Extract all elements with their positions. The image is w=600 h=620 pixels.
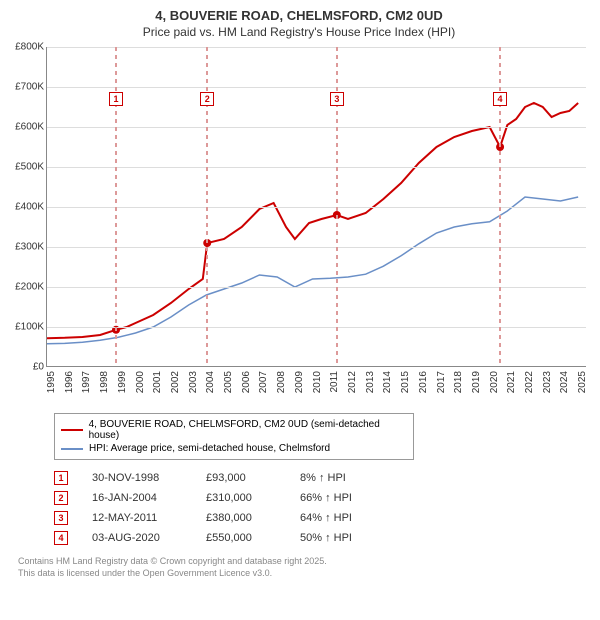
sales-row-pct: 66% ↑ HPI — [300, 492, 380, 504]
x-tick-label: 1999 — [117, 371, 128, 393]
sales-row-marker: 1 — [54, 471, 68, 485]
sales-row-price: £380,000 — [206, 512, 276, 524]
sales-row-date: 30-NOV-1998 — [92, 472, 182, 484]
gridline — [47, 167, 586, 168]
sales-row-marker: 2 — [54, 491, 68, 505]
sales-row-price: £93,000 — [206, 472, 276, 484]
x-tick-label: 2020 — [489, 371, 500, 393]
legend: 4, BOUVERIE ROAD, CHELMSFORD, CM2 0UD (s… — [54, 413, 414, 460]
legend-label: 4, BOUVERIE ROAD, CHELMSFORD, CM2 0UD (s… — [89, 419, 407, 441]
gridline — [47, 127, 586, 128]
x-tick-label: 2021 — [506, 371, 517, 393]
x-tick-label: 2024 — [559, 371, 570, 393]
y-tick-label: £700K — [15, 82, 44, 93]
sales-row: 2 16-JAN-2004 £310,000 66% ↑ HPI — [54, 488, 590, 508]
plot-area: £0£100K£200K£300K£400K£500K£600K£700K£80… — [8, 47, 588, 407]
y-tick-label: £300K — [15, 242, 44, 253]
x-tick-label: 1997 — [81, 371, 92, 393]
footer: Contains HM Land Registry data © Crown c… — [18, 556, 590, 579]
title-address: 4, BOUVERIE ROAD, CHELMSFORD, CM2 0UD — [8, 8, 590, 23]
sales-row-price: £550,000 — [206, 532, 276, 544]
footer-line1: Contains HM Land Registry data © Crown c… — [18, 556, 590, 568]
x-tick-label: 2002 — [170, 371, 181, 393]
sales-row: 3 12-MAY-2011 £380,000 64% ↑ HPI — [54, 508, 590, 528]
x-tick-label: 2019 — [471, 371, 482, 393]
x-tick-label: 2004 — [205, 371, 216, 393]
x-tick-label: 2023 — [542, 371, 553, 393]
title-subtitle: Price paid vs. HM Land Registry's House … — [8, 25, 590, 39]
x-axis: 1995 1996 1997 1998 1999 2000 2001 2002 2003 2004… — [46, 367, 586, 407]
sales-row-date: 16-JAN-2004 — [92, 492, 182, 504]
sale-marker-box: 4 — [493, 92, 507, 106]
gridline — [47, 287, 586, 288]
x-tick-label: 1996 — [64, 371, 75, 393]
y-tick-label: £600K — [15, 122, 44, 133]
x-tick-label: 2011 — [329, 371, 340, 393]
sale-marker-box: 2 — [200, 92, 214, 106]
sales-table: 1 30-NOV-1998 £93,000 8% ↑ HPI 2 16-JAN-2004 £… — [54, 468, 590, 548]
legend-row: 4, BOUVERIE ROAD, CHELMSFORD, CM2 0UD (s… — [61, 418, 407, 442]
x-tick-label: 2000 — [135, 371, 146, 393]
x-tick-label: 2013 — [365, 371, 376, 393]
x-tick-label: 2022 — [524, 371, 535, 393]
y-tick-label: £200K — [15, 282, 44, 293]
legend-swatch — [61, 448, 83, 450]
y-tick-label: £0 — [33, 362, 44, 373]
sale-marker-box: 1 — [109, 92, 123, 106]
y-tick-label: £100K — [15, 322, 44, 333]
gridline — [47, 247, 586, 248]
x-tick-label: 1995 — [46, 371, 57, 393]
footer-line2: This data is licensed under the Open Gov… — [18, 568, 590, 580]
gridline — [47, 327, 586, 328]
y-tick-label: £800K — [15, 42, 44, 53]
x-tick-label: 2001 — [152, 371, 163, 393]
gridline — [47, 87, 586, 88]
x-tick-label: 2017 — [436, 371, 447, 393]
sales-row-marker: 3 — [54, 511, 68, 525]
x-tick-label: 2016 — [418, 371, 429, 393]
x-tick-label: 2012 — [347, 371, 358, 393]
x-tick-label: 2006 — [241, 371, 252, 393]
x-tick-label: 2025 — [577, 371, 588, 393]
x-tick-label: 2003 — [188, 371, 199, 393]
plot: 1 2 3 4 — [46, 47, 586, 367]
x-tick-label: 2007 — [258, 371, 269, 393]
x-tick-label: 1998 — [99, 371, 110, 393]
gridline — [47, 47, 586, 48]
x-tick-label: 2015 — [400, 371, 411, 393]
x-tick-label: 2005 — [223, 371, 234, 393]
sales-row: 1 30-NOV-1998 £93,000 8% ↑ HPI — [54, 468, 590, 488]
x-tick-label: 2009 — [294, 371, 305, 393]
gridline — [47, 207, 586, 208]
sales-row-pct: 64% ↑ HPI — [300, 512, 380, 524]
y-axis: £0£100K£200K£300K£400K£500K£600K£700K£80… — [8, 47, 46, 367]
chart-container: 4, BOUVERIE ROAD, CHELMSFORD, CM2 0UD Pr… — [0, 0, 600, 589]
sale-marker-box: 3 — [330, 92, 344, 106]
legend-swatch — [61, 429, 83, 431]
x-tick-label: 2008 — [276, 371, 287, 393]
y-tick-label: £400K — [15, 202, 44, 213]
sales-row-pct: 50% ↑ HPI — [300, 532, 380, 544]
x-tick-label: 2014 — [382, 371, 393, 393]
sales-row-price: £310,000 — [206, 492, 276, 504]
sales-row: 4 03-AUG-2020 £550,000 50% ↑ HPI — [54, 528, 590, 548]
sales-row-marker: 4 — [54, 531, 68, 545]
x-tick-label: 2010 — [312, 371, 323, 393]
sales-row-date: 12-MAY-2011 — [92, 512, 182, 524]
chart-titles: 4, BOUVERIE ROAD, CHELMSFORD, CM2 0UD Pr… — [8, 8, 590, 39]
sales-row-pct: 8% ↑ HPI — [300, 472, 380, 484]
x-tick-label: 2018 — [453, 371, 464, 393]
legend-label: HPI: Average price, semi-detached house,… — [89, 443, 330, 454]
y-tick-label: £500K — [15, 162, 44, 173]
legend-row: HPI: Average price, semi-detached house,… — [61, 442, 407, 455]
sales-row-date: 03-AUG-2020 — [92, 532, 182, 544]
